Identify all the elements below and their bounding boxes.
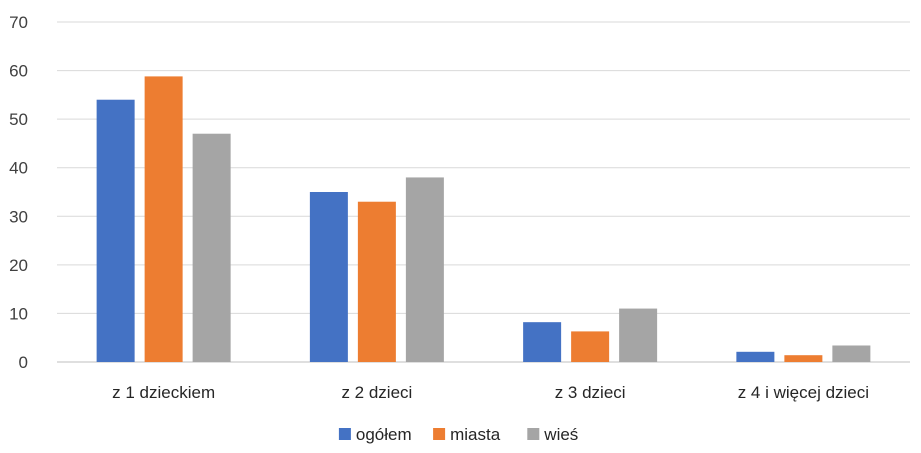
legend-swatch xyxy=(433,428,446,440)
bar-wieś-2 xyxy=(405,177,444,362)
legend-label: wieś xyxy=(543,425,578,444)
legend-label: ogółem xyxy=(356,425,412,444)
bar-ogółem-4 xyxy=(736,351,775,362)
gridlines xyxy=(57,21,910,363)
x-axis-categories: z 1 dzieckiem z 2 dzieci z 3 dzieci z 4 i w… xyxy=(112,383,869,402)
y-tick-label: 20 xyxy=(9,256,28,275)
x-category-label: z 4 i więcej dzieci xyxy=(738,383,869,402)
bar-wieś-3 xyxy=(619,308,658,362)
y-tick-label: 0 xyxy=(19,353,28,372)
y-tick-label: 40 xyxy=(9,159,28,178)
legend-swatch xyxy=(527,428,540,440)
legend-swatch xyxy=(338,428,351,440)
y-tick-label: 60 xyxy=(9,62,28,81)
y-tick-label: 70 xyxy=(9,13,28,32)
bar-miasta-3 xyxy=(571,331,610,362)
bar-ogółem-3 xyxy=(523,322,562,362)
y-tick-label: 30 xyxy=(9,207,28,226)
bar-miasta-1 xyxy=(144,76,183,363)
bars xyxy=(96,76,871,363)
bar-ogółem-1 xyxy=(96,99,135,362)
y-axis-ticks: 0 10 20 30 40 50 60 70 xyxy=(9,13,28,372)
bar-miasta-4 xyxy=(784,355,823,362)
legend-label: miasta xyxy=(450,425,501,444)
y-tick-label: 10 xyxy=(9,304,28,323)
x-category-label: z 2 dzieci xyxy=(341,383,412,402)
x-category-label: z 3 dzieci xyxy=(555,383,626,402)
x-category-label: z 1 dzieckiem xyxy=(112,383,215,402)
y-tick-label: 50 xyxy=(9,110,28,129)
bar-miasta-2 xyxy=(357,201,396,362)
legend-item-miasta[interactable]: miasta xyxy=(433,425,501,444)
legend[interactable]: ogółem miasta wieś xyxy=(338,425,578,444)
legend-item-ogółem[interactable]: ogółem xyxy=(338,425,412,444)
bar-wieś-4 xyxy=(832,345,871,362)
bar-ogółem-2 xyxy=(309,192,348,362)
legend-item-wieś[interactable]: wieś xyxy=(527,425,578,444)
bar-wieś-1 xyxy=(192,133,231,362)
